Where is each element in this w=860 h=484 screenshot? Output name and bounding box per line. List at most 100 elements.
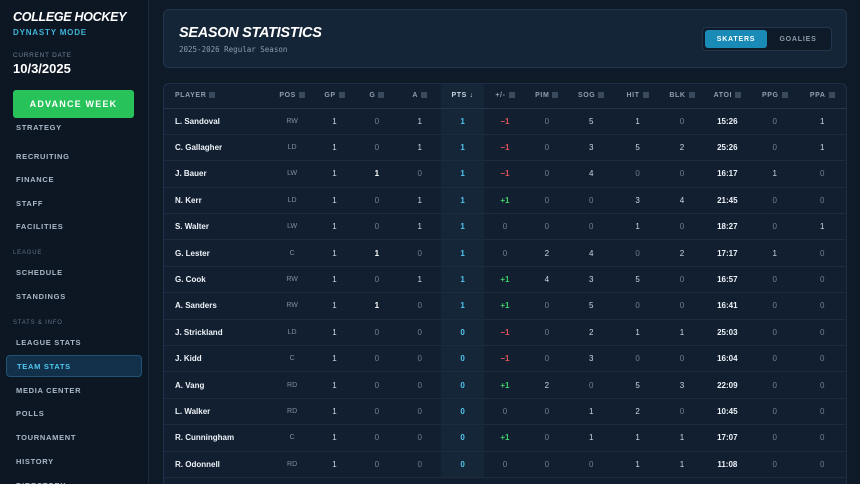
cell-sog: 4	[567, 160, 615, 188]
cell-plus-minus: −1	[483, 134, 527, 162]
cell-plus-minus: −1	[483, 108, 527, 135]
nav-item-polls[interactable]: POLLS	[16, 408, 45, 418]
nav-item-standings[interactable]: STANDINGS	[16, 291, 66, 301]
column-header-label: PLAYER	[175, 92, 207, 100]
table-row[interactable]: G. Cook RW 1 0 1 1 +1 4 3 5 0 16:57 0 0	[164, 266, 846, 294]
nav-item-finance[interactable]: FINANCE	[16, 174, 55, 184]
cell-gp: 1	[313, 108, 356, 135]
cell-pts: 0	[441, 319, 484, 347]
cell-atoi: 10:45	[703, 398, 752, 426]
nav-item-recruiting[interactable]: RECRUITING	[16, 151, 70, 161]
cell-gp: 1	[313, 398, 356, 426]
nav-item-history[interactable]: HISTORY	[16, 456, 54, 466]
column-header-ppg[interactable]: PPG	[751, 84, 799, 109]
nav-item-facilities[interactable]: FACILITIES	[16, 221, 64, 231]
sort-icon	[209, 92, 216, 99]
cell-a: 0	[398, 345, 442, 373]
table-row[interactable]: N. Kerr LD 1 0 1 1 +1 0 0 3 4 21:45 0 0	[164, 187, 846, 215]
cell-ppa: 0	[798, 239, 846, 267]
cell-blk: 0	[660, 160, 704, 188]
column-header-pos[interactable]: POS	[270, 84, 314, 109]
column-header-player[interactable]: PLAYER	[164, 84, 271, 109]
nav-item-media-center[interactable]: MEDIA CENTER	[16, 385, 82, 395]
column-header-a[interactable]: A	[398, 84, 442, 109]
cell-hit: 1	[614, 424, 661, 452]
cell-hit: 5	[614, 266, 661, 294]
cell-ppa: 0	[798, 451, 846, 478]
table-row[interactable]: C. Gallagher LD 1 0 1 1 −1 0 3 5 2 25:26 0 1	[164, 134, 846, 162]
cell-atoi: 17:07	[703, 424, 752, 452]
cell-pos: LD	[270, 319, 314, 347]
cell-pim: 2	[526, 371, 568, 399]
column-header-label: SOG	[577, 92, 596, 100]
table-row[interactable]: A. Sanders RW 1 1 0 1 +1 0 5 0 0 16:41 0 0	[164, 292, 846, 320]
cell-ppa: 0	[798, 266, 846, 294]
table-row[interactable]: S. Walter LW 1 0 1 1 0 0 0 1 0 18:27 0 1	[164, 213, 846, 241]
nav-item-strategy[interactable]: STRATEGY	[16, 122, 62, 132]
table-body: L. Sandoval RW 1 0 1 1 −1 0 5 1 0 15:26 0 1 C. Gallagh…	[164, 108, 846, 478]
column-header-hit[interactable]: HIT	[614, 84, 661, 109]
advance-week-button[interactable]: ADVANCE WEEK	[13, 90, 134, 118]
nav-item-schedule[interactable]: SCHEDULE	[16, 267, 63, 277]
column-header-blk[interactable]: BLK	[660, 84, 704, 109]
cell-pos: RW	[270, 266, 314, 294]
sort-icon	[421, 92, 428, 99]
sort-icon	[781, 92, 788, 99]
table-row[interactable]: J. Bauer LW 1 1 0 1 −1 0 4 0 0 16:17 1 0	[164, 160, 846, 188]
nav-item-league-stats[interactable]: LEAGUE STATS	[16, 337, 82, 347]
cell-g: 0	[355, 213, 399, 241]
cell-pts: 0	[441, 398, 484, 426]
table-row[interactable]: R. Cunningham C 1 0 0 0 +1 0 1 1 1 17:07 0 0	[164, 424, 846, 452]
cell-gp: 1	[313, 266, 356, 294]
cell-blk: 0	[660, 213, 704, 241]
cell-atoi: 17:17	[703, 239, 752, 267]
column-header-ppa[interactable]: PPA	[798, 84, 846, 109]
cell-plus-minus: −1	[483, 319, 527, 347]
table-row[interactable]: R. Odonnell RD 1 0 0 0 0 0 0 1 1 11:08 0 0	[164, 451, 846, 478]
current-date: 10/3/2025	[13, 61, 71, 76]
nav-item-staff[interactable]: STAFF	[16, 198, 44, 208]
column-header-label: PTS ↓	[451, 92, 474, 100]
column-header-atoi[interactable]: ATOI	[703, 84, 752, 109]
cell-ppg: 0	[751, 424, 799, 452]
nav-item-team-stats[interactable]: TEAM STATS	[6, 355, 142, 377]
cell-player: G. Lester	[164, 239, 271, 267]
table-row[interactable]: A. Vang RD 1 0 0 0 +1 2 0 5 3 22:09 0 0	[164, 371, 846, 399]
skaters-tab[interactable]: SKATERS	[705, 30, 767, 48]
sort-icon	[735, 92, 742, 99]
cell-hit: 1	[614, 213, 661, 241]
cell-blk: 0	[660, 108, 704, 135]
cell-a: 0	[398, 239, 442, 267]
cell-plus-minus: +1	[483, 424, 527, 452]
table-row[interactable]: G. Lester C 1 1 0 1 0 2 4 0 2 17:17 1 0	[164, 239, 846, 267]
cell-player: A. Sanders	[164, 292, 271, 320]
column-header-g[interactable]: G	[355, 84, 399, 109]
goalies-tab[interactable]: GOALIES	[779, 35, 817, 43]
column-header-label: A	[412, 92, 419, 100]
column-header-pts[interactable]: PTS ↓	[441, 84, 484, 109]
column-header-pim[interactable]: PIM	[526, 84, 568, 109]
cell-hit: 1	[614, 319, 661, 347]
table-row[interactable]: J. Strickland LD 1 0 0 0 −1 0 2 1 1 25:03 0 0	[164, 319, 846, 347]
cell-atoi: 25:03	[703, 319, 752, 347]
nav-item-directory[interactable]: DIRECTORY	[6, 474, 142, 484]
cell-g: 0	[355, 134, 399, 162]
page-subtitle: 2025-2026 Regular Season	[179, 45, 288, 54]
cell-pim: 0	[526, 451, 568, 478]
page-title: SEASON STATISTICS	[179, 25, 322, 41]
column-header-gp[interactable]: GP	[313, 84, 356, 109]
cell-ppa: 1	[798, 134, 846, 162]
cell-pos: C	[270, 345, 314, 373]
cell-pim: 0	[526, 213, 568, 241]
nav-item-tournament[interactable]: TOURNAMENT	[16, 432, 77, 442]
table-row[interactable]: L. Sandoval RW 1 0 1 1 −1 0 5 1 0 15:26 0 1	[164, 108, 846, 135]
app-subtitle: DYNASTY MODE	[13, 28, 87, 37]
table-row[interactable]: J. Kidd C 1 0 0 0 −1 0 3 0 0 16:04 0 0	[164, 345, 846, 373]
cell-hit: 0	[614, 345, 661, 373]
table-row[interactable]: L. Walker RD 1 0 0 0 0 0 1 2 0 10:45 0 0	[164, 398, 846, 426]
sort-icon	[688, 92, 695, 99]
column-header-sog[interactable]: SOG	[567, 84, 615, 109]
sort-icon	[598, 92, 605, 99]
cell-ppa: 0	[798, 292, 846, 320]
column-header-plus-minus[interactable]: +/-	[483, 84, 527, 109]
